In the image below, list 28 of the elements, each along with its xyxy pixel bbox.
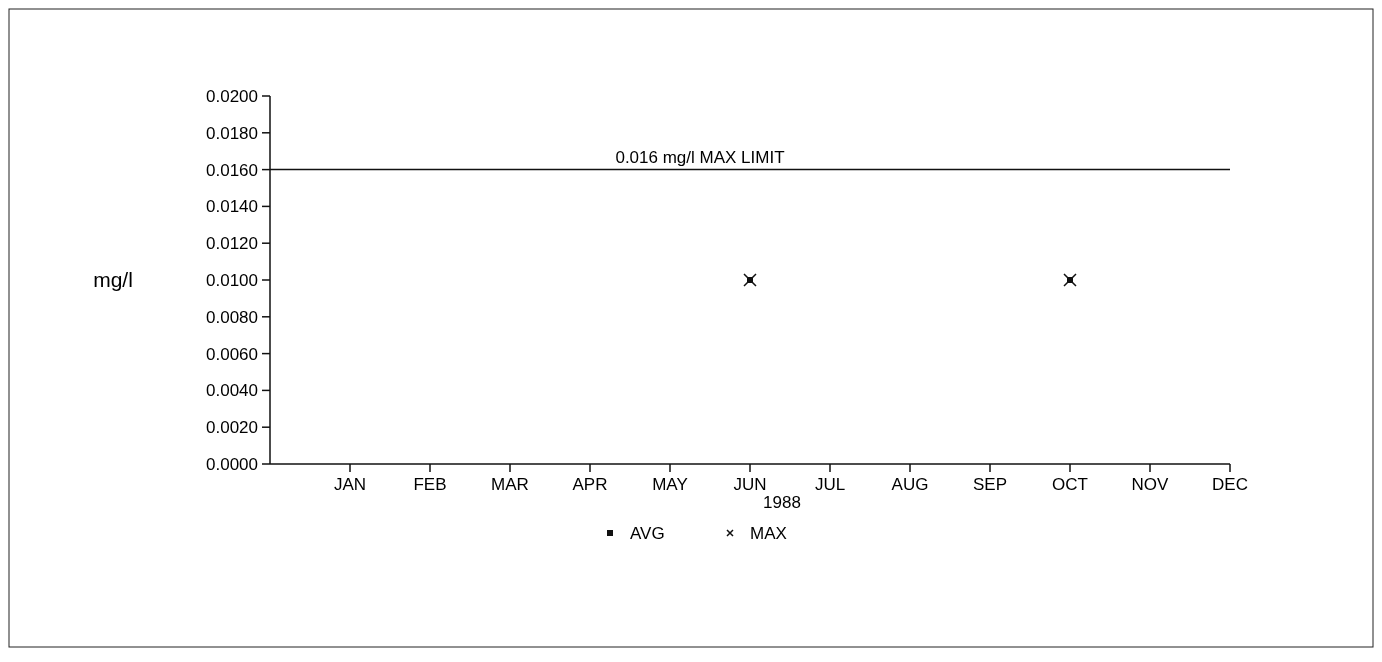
x-tick-label: NOV [1131,475,1170,494]
y-tick-label: 0.0000 [206,454,258,474]
x-tick-label: AUG [891,475,929,494]
y-tick-label: 0.0020 [206,418,258,438]
y-tick-label: 0.0200 [206,86,258,106]
x-tick-label: JUL [814,475,846,494]
x-tick-label: JUN [733,475,767,494]
x-tick-label: DEC [1212,475,1248,494]
y-tick-label: 0.0040 [206,381,258,401]
y-tick-label: 0.0140 [206,197,258,217]
ref-line-label: 0.016 mg/l MAX LIMIT [615,147,785,167]
y-axis-title: mg/l [93,268,133,292]
x-tick-label: SEP [972,475,1008,494]
y-tick-label: 0.0060 [206,344,258,364]
x-tick-label: JAN [333,475,367,494]
y-tick-label: 0.0160 [206,160,258,180]
y-tick-label: 0.0080 [206,307,258,327]
y-tick-label: 0.0180 [206,123,258,143]
x-tick-label: FEB [413,475,447,494]
x-tick-label: OCT [1052,475,1088,494]
legend-label: AVG [630,523,665,543]
x-axis-title: 1988 [763,493,801,512]
x-tick-label: MAY [652,475,688,494]
y-tick-label: 0.0120 [206,234,258,254]
x-tick-label: APR [572,475,608,494]
y-tick-label: 0.0100 [206,270,258,290]
x-tick-label: MAR [491,475,529,494]
legend-label: MAX [750,523,787,543]
